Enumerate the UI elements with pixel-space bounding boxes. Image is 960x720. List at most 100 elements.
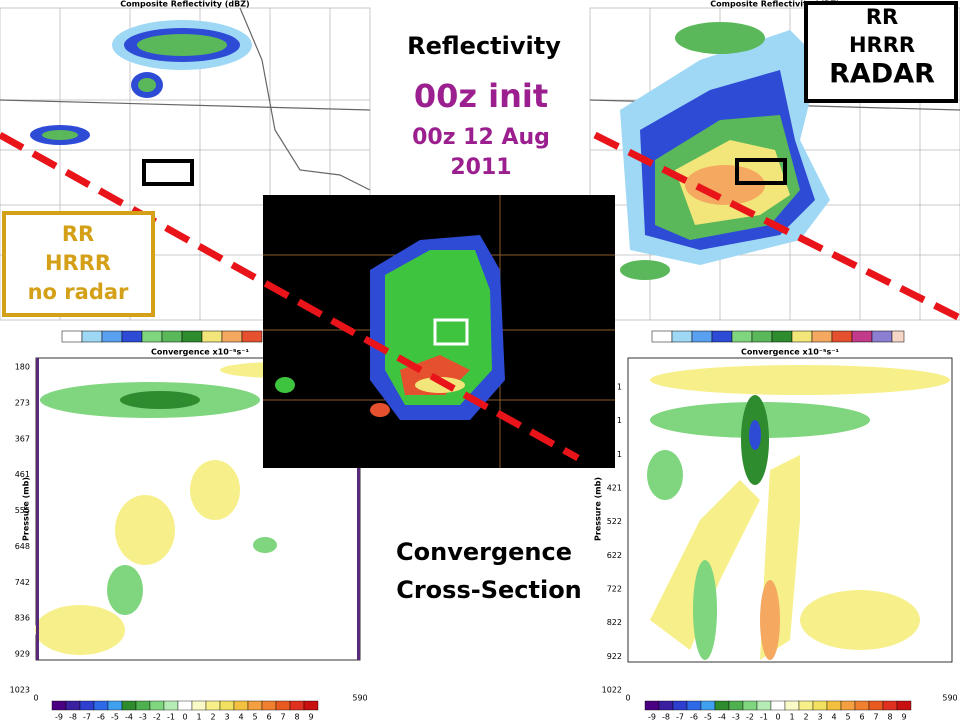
y-tick-label: 421	[607, 484, 622, 493]
x-tick-label: 590	[942, 694, 957, 703]
colorbar-label: -4	[125, 713, 133, 720]
colorbar-label: 2	[210, 713, 215, 720]
y-tick-label: 555	[15, 506, 30, 515]
colorbar-cell	[812, 700, 828, 711]
colorbar-label: 5	[845, 713, 850, 720]
colorbar-cell	[247, 700, 263, 711]
colorbar-label: -9	[55, 713, 63, 720]
model-label: RADAR	[829, 59, 935, 90]
y-tick-label: 836	[15, 614, 30, 623]
colorbar-label: 7	[280, 713, 285, 720]
colorbar-label: 3	[224, 713, 229, 720]
y-tick-label: 822	[607, 618, 622, 627]
map-left	[0, 7, 371, 321]
colorbar-label: 8	[887, 713, 892, 720]
colorbar-label: 1	[789, 713, 794, 720]
colorbar-cell	[205, 700, 221, 711]
colorbar-label: -2	[746, 713, 754, 720]
radar-image	[263, 195, 615, 468]
colorbar-cell	[700, 700, 716, 711]
y-tick-label: 522	[607, 517, 622, 526]
colorbar-cell	[261, 700, 277, 711]
colorbar-label: -5	[704, 713, 712, 720]
colorbar-label: -3	[732, 713, 740, 720]
section-label: Cross-Section	[396, 576, 582, 604]
cross-section-right	[627, 357, 953, 663]
model-label: no radar	[28, 280, 129, 304]
colorbar-cell	[798, 700, 814, 711]
y-tick-label: 622	[607, 551, 622, 560]
colorbar-label: -6	[97, 713, 105, 720]
focus-box	[142, 159, 194, 186]
colorbar-label: 9	[901, 713, 906, 720]
colorbar-label: 5	[252, 713, 257, 720]
colorbar-cell	[121, 700, 137, 711]
panel-title: Composite Reflectivity (dBZ)	[710, 0, 839, 9]
colorbar-label: 6	[859, 713, 864, 720]
colorbar-cell	[191, 700, 207, 711]
y-tick-label: 722	[607, 585, 622, 594]
slide-title: Reflectivity	[407, 32, 561, 60]
colorbar-label: 3	[817, 713, 822, 720]
colorbar-cell	[756, 700, 772, 711]
y-tick-label: 1022	[602, 686, 622, 695]
label-box	[2, 211, 155, 317]
colorbar-label: 0	[182, 713, 187, 720]
colorbar-label: 8	[294, 713, 299, 720]
colorbar-cell	[770, 700, 786, 711]
section-line	[593, 131, 960, 322]
colorbar-cell	[686, 700, 702, 711]
y-tick-label: 1	[617, 450, 622, 459]
panel-title: Composite Reflectivity (dBZ)	[120, 0, 249, 9]
colorbar-label: 7	[873, 713, 878, 720]
colorbar-cell	[303, 700, 319, 711]
colorbar-label: 1	[196, 713, 201, 720]
colorbar-label: -9	[648, 713, 656, 720]
colorbar-label: -5	[111, 713, 119, 720]
y-tick-label: 180	[15, 363, 30, 372]
colorbar-label: 2	[803, 713, 808, 720]
colorbar-cell	[826, 700, 842, 711]
colorbar-cell	[93, 700, 109, 711]
y-tick-label: 273	[15, 398, 30, 407]
colorbar-label: -6	[690, 713, 698, 720]
section-line	[0, 131, 580, 462]
colorbar-cell	[65, 700, 81, 711]
colorbar-cell	[868, 700, 884, 711]
colorbar-cell	[728, 700, 744, 711]
y-axis-label: Pressure (mb)	[22, 477, 31, 541]
panel-title: Convergence x10⁻⁵s⁻¹	[741, 348, 839, 357]
colorbar-cell	[882, 700, 898, 711]
reflectivity-blobs-left	[30, 20, 252, 145]
date: 2011	[450, 155, 511, 180]
section-label: Convergence	[396, 538, 572, 566]
colorbar-cell	[784, 700, 800, 711]
x-tick-label: 0	[33, 694, 38, 703]
y-tick-label: 1023	[10, 686, 30, 695]
colorbar-cell	[672, 700, 688, 711]
colorbar-reflectivity	[61, 330, 905, 343]
reflectivity-blobs-right	[620, 22, 830, 280]
colorbar-cell	[289, 700, 305, 711]
colorbar-label: -8	[662, 713, 670, 720]
colorbar-cell	[51, 700, 67, 711]
colorbar-cell	[275, 700, 291, 711]
y-tick-label: 922	[607, 652, 622, 661]
colorbar-label: -7	[676, 713, 684, 720]
colorbar-cell	[714, 700, 730, 711]
colorbar-label: -3	[139, 713, 147, 720]
y-axis-label: Pressure (mb)	[594, 477, 603, 541]
x-tick-label: 590	[352, 694, 367, 703]
colorbar-label: -2	[153, 713, 161, 720]
y-tick-label: 742	[15, 578, 30, 587]
model-label: HRRR	[849, 33, 915, 57]
colorbar-cell	[107, 700, 123, 711]
y-tick-label: 648	[15, 542, 30, 551]
colorbar-cell	[219, 700, 235, 711]
y-tick-label: 929	[15, 650, 30, 659]
panel-title: Convergence x10⁻⁵s⁻¹	[151, 348, 249, 357]
model-label: RR	[866, 5, 898, 29]
x-tick-label: 0	[625, 694, 630, 703]
colorbar-cell	[149, 700, 165, 711]
